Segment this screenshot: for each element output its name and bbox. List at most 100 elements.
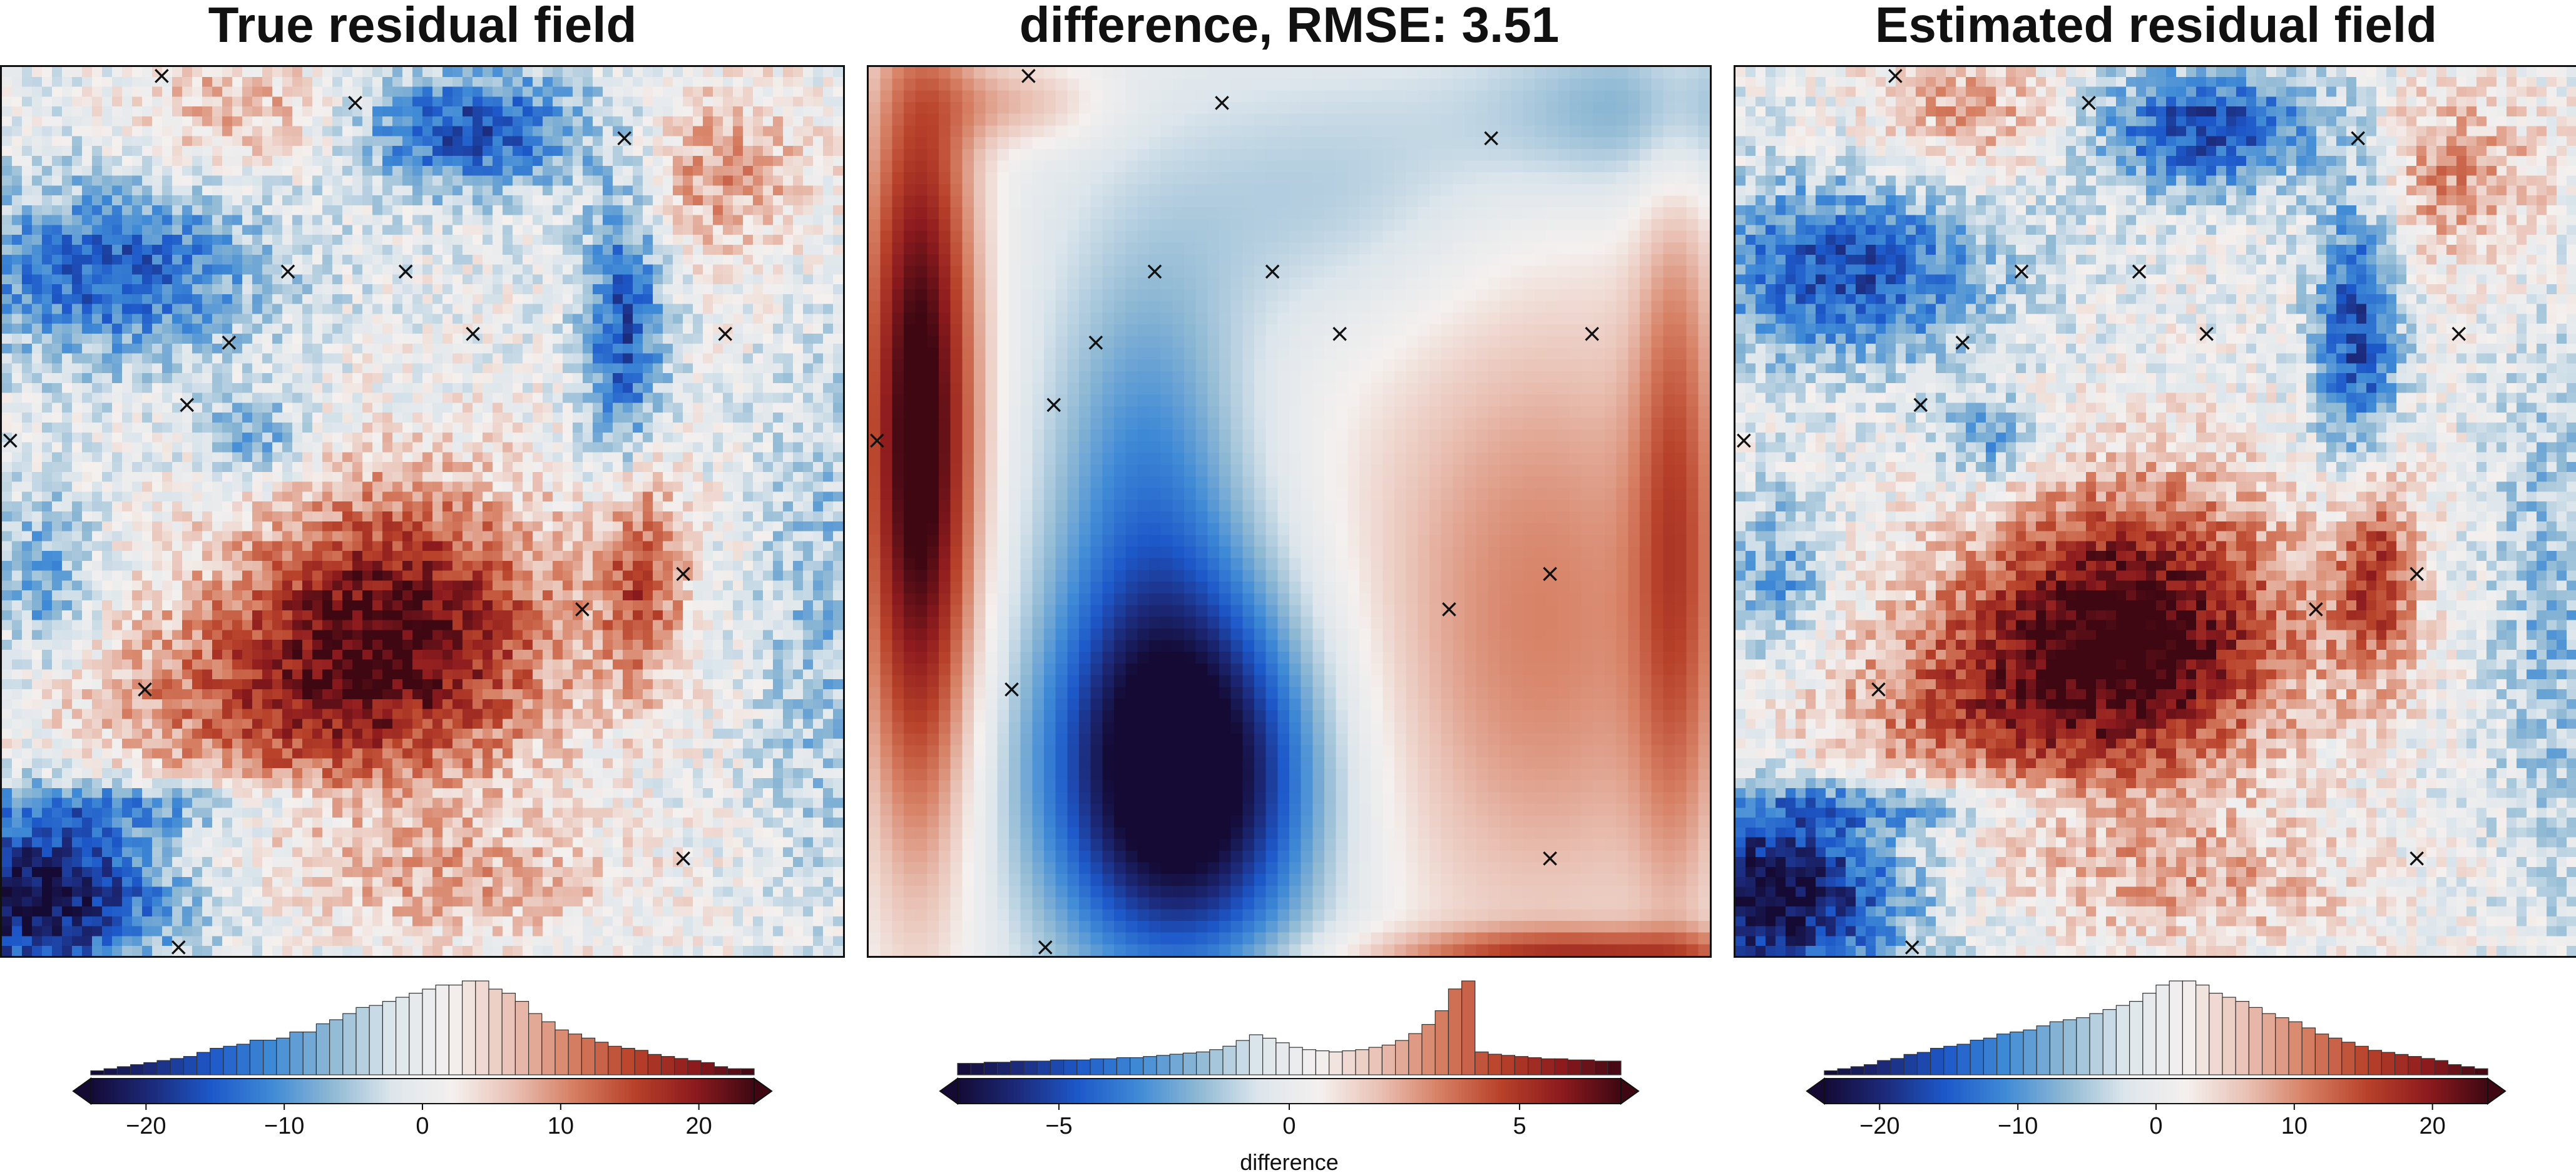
heatmap-cell <box>92 77 103 87</box>
heatmap-cell <box>823 265 834 275</box>
heatmap-cell <box>463 67 473 77</box>
heatmap-cell <box>613 640 623 650</box>
heatmap-cell <box>132 304 143 314</box>
heatmap-cell <box>352 630 363 640</box>
heatmap-cell <box>22 541 33 551</box>
heatmap-cell <box>543 116 553 126</box>
heatmap-cell <box>62 274 73 284</box>
heatmap-cell <box>563 580 573 590</box>
heatmap-cell <box>402 146 413 156</box>
heatmap-cell <box>633 344 643 354</box>
heatmap-cell <box>432 215 443 225</box>
heatmap-cell <box>593 393 603 403</box>
heatmap-cell <box>332 235 343 245</box>
heatmap-cell <box>743 235 754 245</box>
heatmap-cell <box>142 590 153 600</box>
heatmap-cell <box>442 521 453 531</box>
heatmap-cell <box>743 433 754 443</box>
heatmap-cell <box>452 363 463 373</box>
heatmap-cell <box>783 571 794 581</box>
heatmap-cell <box>613 423 623 433</box>
heatmap-cell <box>72 225 83 235</box>
heatmap-cell <box>212 205 223 215</box>
heatmap-cell <box>62 205 73 215</box>
heatmap-cell <box>703 640 713 650</box>
heatmap-cell <box>513 265 523 275</box>
heatmap-cell <box>773 156 784 166</box>
heatmap-cell <box>392 185 403 195</box>
heatmap-cell <box>783 324 794 334</box>
heatmap-cell <box>653 166 663 176</box>
heatmap-cell <box>623 462 633 472</box>
heatmap-cell <box>683 116 693 126</box>
heatmap-cell <box>753 373 764 383</box>
heatmap-cell <box>52 403 63 413</box>
heatmap-cell <box>392 205 403 215</box>
heatmap-cell <box>523 304 533 314</box>
heatmap-cell <box>753 491 764 501</box>
heatmap-cell <box>553 600 563 610</box>
heatmap-cell <box>362 67 373 77</box>
heatmap-cell <box>372 620 383 630</box>
heatmap-cell <box>773 87 784 97</box>
heatmap-cell <box>593 265 603 275</box>
heatmap-cell <box>322 501 333 511</box>
heatmap-cell <box>743 531 754 541</box>
heatmap-cell <box>813 373 824 383</box>
heatmap-cell <box>12 195 23 205</box>
heatmap-cell <box>22 215 33 225</box>
heatmap-cell <box>52 620 63 630</box>
heatmap-cell <box>503 373 513 383</box>
heatmap-cell <box>723 472 733 482</box>
heatmap-cell <box>192 215 203 225</box>
heatmap-cell <box>683 205 693 215</box>
heatmap-cell <box>272 176 283 186</box>
heatmap-cell <box>402 423 413 433</box>
heatmap-cell <box>202 491 213 501</box>
heatmap-cell <box>182 304 193 314</box>
heatmap-cell <box>543 511 553 521</box>
heatmap-cell <box>442 551 453 561</box>
heatmap-cell <box>42 472 53 482</box>
heatmap-cell <box>743 136 754 146</box>
heatmap-cell <box>362 650 373 660</box>
heatmap-cell <box>513 501 523 511</box>
heatmap-cell <box>733 630 744 640</box>
heatmap-cell <box>362 491 373 501</box>
heatmap-cell <box>72 630 83 640</box>
heatmap-cell <box>162 511 173 521</box>
heatmap-cell <box>222 166 233 176</box>
heatmap-cell <box>132 146 143 156</box>
heatmap-cell <box>683 413 693 423</box>
heatmap-cell <box>182 87 193 97</box>
heatmap-cell <box>282 126 293 136</box>
heatmap-cell <box>753 294 764 304</box>
heatmap-cell <box>272 472 283 482</box>
heatmap-cell <box>102 650 113 660</box>
heatmap-cell <box>2 561 13 571</box>
heatmap-cell <box>402 403 413 413</box>
heatmap-cell <box>463 96 473 106</box>
heatmap-cell <box>92 265 103 275</box>
heatmap-cell <box>533 265 543 275</box>
heatmap-cell <box>422 491 433 501</box>
heatmap-cell <box>723 580 733 590</box>
heatmap-cell <box>663 274 673 284</box>
heatmap-cell <box>242 472 253 482</box>
heatmap-cell <box>32 195 43 205</box>
heatmap-cell <box>312 600 323 610</box>
heatmap-cell <box>222 235 233 245</box>
heatmap-cell <box>122 462 133 472</box>
heatmap-cell <box>12 482 23 492</box>
heatmap-cell <box>272 245 283 255</box>
heatmap-cell <box>132 472 143 482</box>
heatmap-cell <box>763 176 774 186</box>
heatmap-cell <box>292 610 303 620</box>
heatmap-cell <box>793 393 804 403</box>
heatmap-cell <box>723 521 733 531</box>
heatmap-cell <box>382 482 393 492</box>
heatmap-cell <box>132 344 143 354</box>
heatmap-cell <box>613 166 623 176</box>
heatmap-cell <box>172 314 183 324</box>
heatmap-cell <box>452 600 463 610</box>
